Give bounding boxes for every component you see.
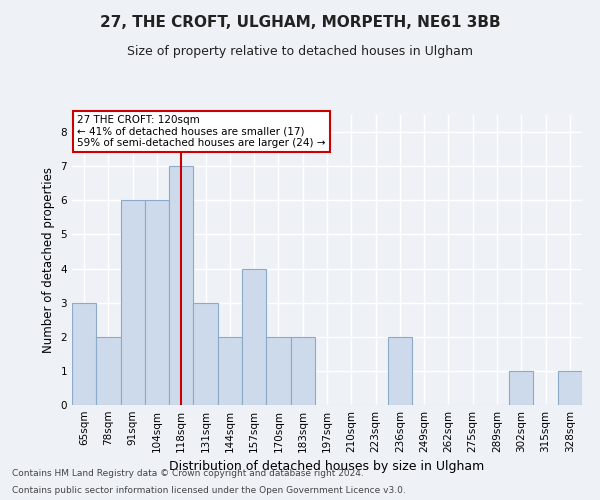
Bar	[388, 337, 412, 405]
Bar	[509, 371, 533, 405]
Text: 27 THE CROFT: 120sqm
← 41% of detached houses are smaller (17)
59% of semi-detac: 27 THE CROFT: 120sqm ← 41% of detached h…	[77, 115, 326, 148]
Text: 27, THE CROFT, ULGHAM, MORPETH, NE61 3BB: 27, THE CROFT, ULGHAM, MORPETH, NE61 3BB	[100, 15, 500, 30]
X-axis label: Distribution of detached houses by size in Ulgham: Distribution of detached houses by size …	[169, 460, 485, 473]
Bar	[145, 200, 169, 405]
Bar	[290, 337, 315, 405]
Bar	[96, 337, 121, 405]
Text: Contains public sector information licensed under the Open Government Licence v3: Contains public sector information licen…	[12, 486, 406, 495]
Bar	[193, 302, 218, 405]
Bar	[266, 337, 290, 405]
Y-axis label: Number of detached properties: Number of detached properties	[42, 167, 55, 353]
Bar	[72, 302, 96, 405]
Bar	[169, 166, 193, 405]
Text: Size of property relative to detached houses in Ulgham: Size of property relative to detached ho…	[127, 45, 473, 58]
Bar	[121, 200, 145, 405]
Bar	[242, 268, 266, 405]
Text: Contains HM Land Registry data © Crown copyright and database right 2024.: Contains HM Land Registry data © Crown c…	[12, 468, 364, 477]
Bar	[218, 337, 242, 405]
Bar	[558, 371, 582, 405]
